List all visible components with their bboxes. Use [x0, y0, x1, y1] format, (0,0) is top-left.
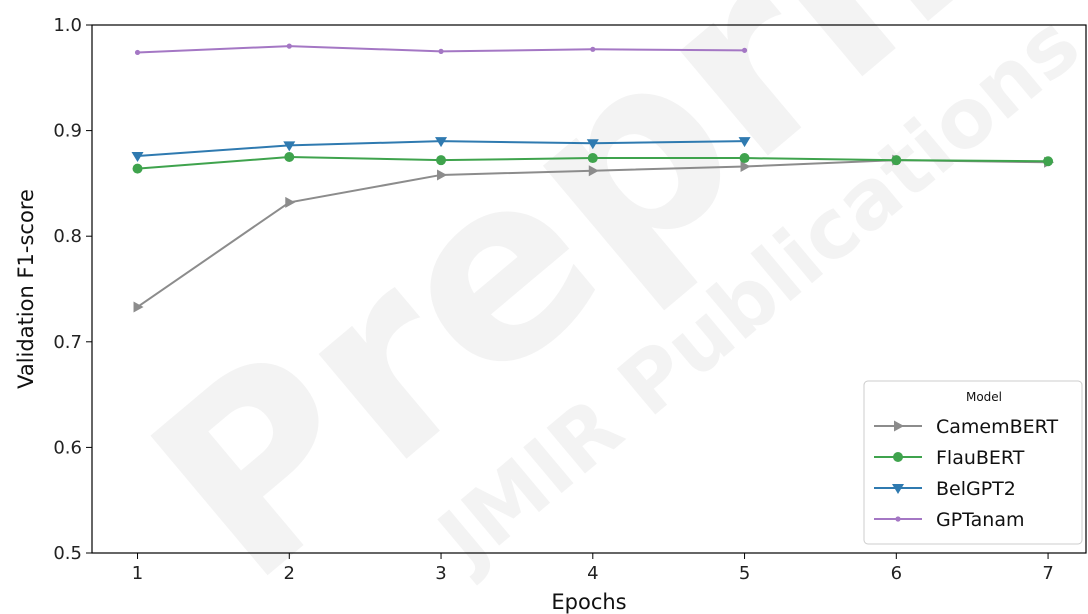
legend-label: CamemBERT [936, 416, 1058, 438]
data-point [438, 48, 444, 55]
data-point [286, 43, 292, 49]
data-point [588, 165, 599, 177]
data-point [586, 139, 599, 150]
series-belgpt2 [131, 137, 751, 162]
y-tick-label: 0.9 [53, 121, 82, 142]
x-tick-label: 3 [435, 563, 446, 584]
legend-marker [893, 452, 903, 462]
legend: Model CamemBERT FlauBERT BelGPT2 GPTanam [863, 380, 1083, 545]
y-tick-label: 0.8 [53, 226, 82, 247]
axes: 1 2 3 4 5 6 7 0.5 0.6 0.7 0.8 0.9 1.0 [53, 15, 1087, 584]
data-point [1043, 156, 1054, 167]
y-tick-label: 0.5 [53, 543, 82, 564]
x-tick-label: 6 [891, 563, 902, 584]
series-gptanam [134, 43, 748, 56]
data-point [133, 301, 144, 313]
data-point [891, 155, 902, 166]
data-point [436, 155, 447, 166]
data-point [590, 46, 596, 52]
plot-area [131, 43, 1055, 313]
x-tick-label: 2 [284, 563, 295, 584]
legend-item-gptanam: GPTanam [874, 509, 1024, 531]
data-point [132, 163, 143, 174]
legend-item-camembert: CamemBERT [874, 416, 1058, 438]
x-tick-label: 4 [587, 563, 598, 584]
legend-marker [892, 484, 904, 494]
data-point [739, 153, 750, 164]
legend-marker [894, 420, 904, 432]
legend-label: BelGPT2 [936, 478, 1016, 500]
data-point [134, 49, 141, 56]
data-point [284, 152, 295, 162]
x-tick-label: 7 [1042, 563, 1053, 584]
x-axis-label: Epochs [551, 590, 626, 614]
legend-label: FlauBERT [936, 447, 1025, 469]
data-point [587, 153, 598, 164]
y-tick-label: 0.7 [53, 332, 82, 353]
data-point [740, 161, 751, 173]
legend-box [863, 380, 1083, 545]
x-tick-label: 1 [132, 563, 143, 584]
data-point [741, 47, 748, 53]
data-point [131, 151, 144, 162]
data-point [283, 141, 296, 152]
y-tick-label: 0.6 [53, 437, 82, 458]
data-point [738, 137, 751, 148]
data-point [435, 137, 448, 148]
data-point [437, 169, 448, 181]
y-tick-label: 1.0 [53, 15, 82, 36]
x-tick-label: 5 [739, 563, 750, 584]
plot-frame [91, 24, 1087, 554]
legend-label: GPTanam [936, 509, 1024, 531]
data-point [285, 196, 296, 208]
legend-title: Model [966, 390, 1002, 404]
series-flaubert [132, 152, 1054, 174]
legend-marker [895, 516, 901, 522]
legend-item-flaubert: FlauBERT [874, 447, 1025, 469]
y-axis-label: Validation F1-score [14, 189, 38, 389]
legend-item-belgpt2: BelGPT2 [874, 478, 1016, 500]
